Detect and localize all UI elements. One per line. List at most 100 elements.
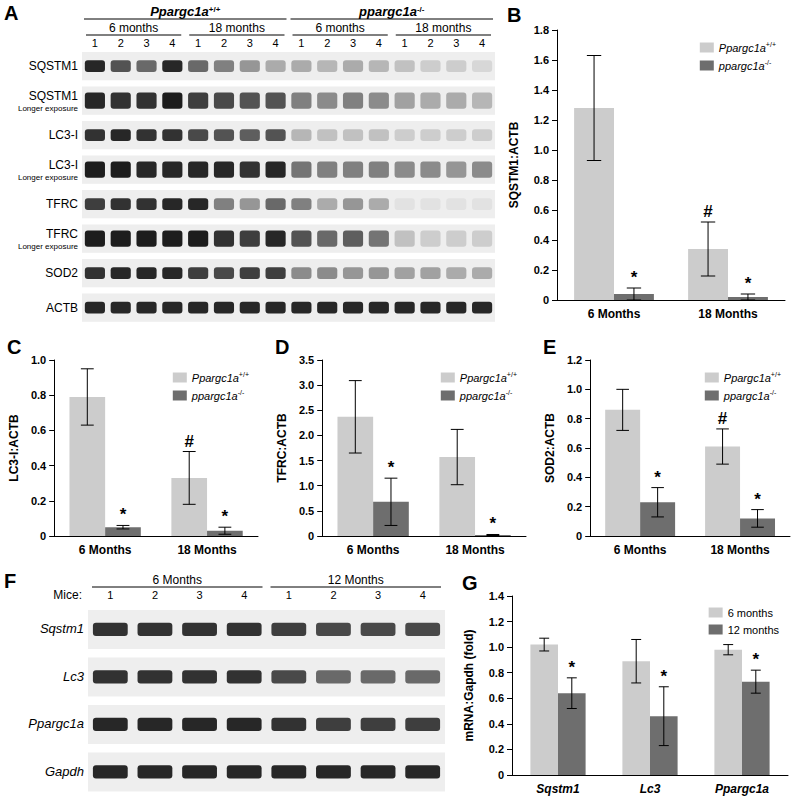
svg-text:0.4: 0.4	[567, 471, 583, 483]
svg-text:1: 1	[195, 37, 201, 49]
svg-text:1.0: 1.0	[567, 383, 582, 395]
svg-text:-/-: -/-	[238, 389, 245, 396]
svg-text:0.4: 0.4	[489, 718, 505, 730]
svg-text:SQSTM1:ACTB: SQSTM1:ACTB	[507, 121, 521, 208]
svg-text:1: 1	[298, 37, 304, 49]
svg-text:1: 1	[402, 37, 408, 49]
svg-text:B: B	[507, 4, 521, 26]
svg-text:-/-: -/-	[770, 389, 777, 396]
svg-text:-/-: -/-	[765, 59, 772, 66]
svg-text:4: 4	[241, 589, 247, 601]
svg-text:1.2: 1.2	[534, 114, 549, 126]
svg-text:Ppargc1a: Ppargc1a	[192, 372, 239, 384]
svg-text:Lc3: Lc3	[63, 669, 85, 684]
svg-text:*: *	[222, 507, 229, 526]
svg-text:1.2: 1.2	[489, 616, 504, 628]
svg-text:2.0: 2.0	[299, 429, 314, 441]
svg-text:1: 1	[107, 589, 113, 601]
svg-text:Ppargc1a: Ppargc1a	[715, 782, 769, 796]
svg-text:0: 0	[40, 530, 46, 542]
svg-text:4: 4	[479, 37, 485, 49]
svg-text:+/+: +/+	[507, 371, 517, 378]
svg-text:SQSTM1: SQSTM1	[29, 59, 79, 73]
svg-text:6 Months: 6 Months	[153, 573, 202, 587]
svg-text:12 months: 12 months	[728, 624, 780, 636]
svg-text:2: 2	[221, 37, 227, 49]
svg-text:Mice:: Mice:	[53, 588, 82, 602]
svg-text:18 Months: 18 Months	[698, 307, 758, 321]
svg-text:Sqstm1: Sqstm1	[536, 782, 580, 796]
svg-text:1.5: 1.5	[299, 455, 314, 467]
svg-text:0.4: 0.4	[31, 460, 47, 472]
svg-text:*: *	[752, 650, 759, 669]
svg-text:0.2: 0.2	[567, 501, 582, 513]
svg-text:1.8: 1.8	[534, 24, 549, 36]
svg-text:6 months: 6 months	[728, 607, 774, 619]
svg-text:Ppargc1a: Ppargc1a	[460, 372, 507, 384]
svg-text:SOD2:ACTB: SOD2:ACTB	[543, 413, 557, 483]
svg-text:3.0: 3.0	[299, 379, 314, 391]
svg-text:E: E	[543, 336, 556, 358]
svg-text:0: 0	[308, 530, 314, 542]
svg-text:6 Months: 6 Months	[79, 543, 132, 557]
svg-text:1: 1	[286, 589, 292, 601]
svg-text:Ppargc1a: Ppargc1a	[28, 716, 84, 731]
svg-text:1.0: 1.0	[299, 480, 314, 492]
svg-text:1.4: 1.4	[534, 84, 550, 96]
svg-text:D: D	[275, 336, 289, 358]
svg-text:ppargc1a-/-: ppargc1a-/-	[358, 4, 425, 19]
svg-text:12 Months: 12 Months	[328, 573, 384, 587]
svg-text:Longer exposure: Longer exposure	[18, 242, 79, 251]
svg-text:1.0: 1.0	[534, 144, 549, 156]
svg-text:*: *	[754, 490, 761, 509]
svg-text:TFRC: TFRC	[46, 197, 78, 211]
svg-text:3: 3	[247, 37, 253, 49]
svg-text:0.8: 0.8	[534, 174, 549, 186]
svg-text:6 months: 6 months	[315, 21, 364, 35]
svg-text:1.0: 1.0	[31, 354, 46, 366]
svg-text:0.2: 0.2	[534, 264, 549, 276]
svg-text:#: #	[703, 202, 713, 221]
svg-text:0: 0	[498, 769, 504, 781]
svg-text:Lc3: Lc3	[640, 782, 661, 796]
svg-text:6 Months: 6 Months	[588, 307, 641, 321]
svg-text:0.8: 0.8	[489, 667, 504, 679]
svg-text:1.4: 1.4	[489, 590, 505, 602]
svg-text:LC3-I: LC3-I	[49, 128, 78, 142]
svg-text:4: 4	[169, 37, 175, 49]
svg-text:2: 2	[330, 589, 336, 601]
svg-text:C: C	[7, 336, 21, 358]
svg-text:1.2: 1.2	[567, 354, 582, 366]
svg-text:*: *	[388, 458, 395, 477]
svg-text:0.8: 0.8	[567, 413, 582, 425]
svg-text:18 Months: 18 Months	[177, 543, 237, 557]
svg-text:4: 4	[273, 37, 279, 49]
svg-text:ppargc1a: ppargc1a	[191, 390, 238, 402]
svg-text:ACTB: ACTB	[46, 301, 78, 315]
svg-text:#: #	[184, 432, 194, 451]
svg-text:F: F	[4, 570, 16, 592]
svg-text:3: 3	[453, 37, 459, 49]
svg-text:1: 1	[92, 37, 98, 49]
svg-text:+/+: +/+	[239, 371, 249, 378]
svg-text:Longer exposure: Longer exposure	[18, 104, 79, 113]
svg-text:Sqstm1: Sqstm1	[40, 621, 84, 636]
svg-text:0.6: 0.6	[534, 204, 549, 216]
svg-text:Gapdh: Gapdh	[45, 764, 84, 779]
svg-text:3: 3	[197, 589, 203, 601]
svg-text:ppargc1a: ppargc1a	[718, 60, 765, 72]
svg-text:-/-: -/-	[506, 389, 513, 396]
svg-text:1.0: 1.0	[489, 641, 504, 653]
svg-text:2.5: 2.5	[299, 404, 314, 416]
svg-text:2: 2	[324, 37, 330, 49]
svg-text:*: *	[120, 505, 127, 524]
svg-text:18 months: 18 months	[209, 21, 265, 35]
svg-text:2: 2	[152, 589, 158, 601]
svg-text:mRNA:Gapdh (fold): mRNA:Gapdh (fold)	[462, 630, 476, 742]
svg-text:18 Months: 18 Months	[445, 543, 505, 557]
svg-text:ppargc1a: ppargc1a	[723, 390, 770, 402]
svg-text:ppargc1a: ppargc1a	[459, 390, 506, 402]
svg-text:*: *	[568, 658, 575, 677]
svg-text:18 months: 18 months	[415, 21, 471, 35]
svg-text:+/+: +/+	[771, 371, 781, 378]
